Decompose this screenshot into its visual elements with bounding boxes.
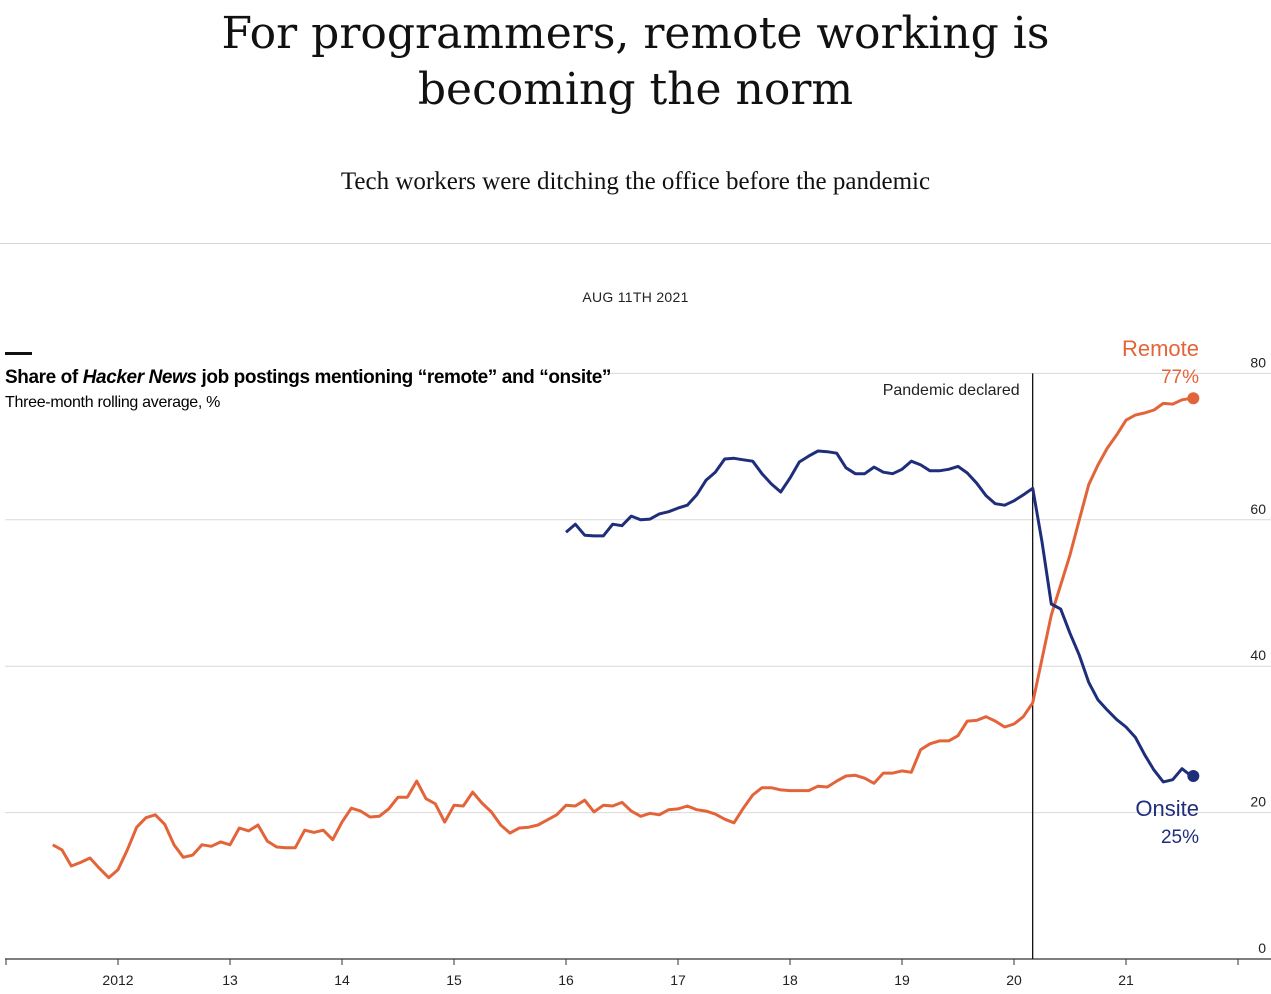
series-label-remote: Remote: [1122, 336, 1199, 361]
x-tick-label: 14: [334, 972, 350, 988]
pandemic-label: Pandemic declared: [883, 382, 1020, 399]
series-line-onsite: [565, 449, 1193, 784]
headline-line-1: For programmers, remote working is: [221, 8, 1050, 59]
chart-title: Share of Hacker News job postings mentio…: [5, 367, 611, 388]
chart-subtitle: Three-month rolling average, %: [5, 394, 220, 411]
x-tick-label: 17: [670, 972, 686, 988]
series-line-remote: [51, 396, 1192, 880]
x-tick-label: 21: [1118, 972, 1134, 988]
series-value-remote: 77%: [1161, 367, 1199, 388]
series-label-onsite: Onsite: [1135, 796, 1199, 821]
chart-title-part: job postings mentioning “remote” and “on…: [197, 367, 611, 388]
chart-title-part: Share of: [5, 367, 83, 388]
y-tick-label: 60: [1250, 501, 1266, 517]
y-tick-label: 40: [1250, 647, 1266, 663]
headline: For programmers, remote working is becom…: [0, 6, 1271, 118]
x-tick-label: 2012: [102, 972, 133, 988]
standfirst: Tech workers were ditching the office be…: [340, 168, 931, 195]
divider: [0, 243, 1271, 244]
series-end-dot-onsite: [1187, 770, 1200, 782]
headline-line-2: becoming the norm: [417, 64, 854, 115]
x-tick-label: 18: [782, 972, 798, 988]
title-marker: [5, 352, 32, 355]
x-tick-label: 19: [894, 972, 910, 988]
y-tick-label: 20: [1250, 794, 1266, 810]
x-tick-label: 15: [446, 972, 462, 988]
x-tick-label: 13: [222, 972, 238, 988]
x-tick-label: 16: [558, 972, 574, 988]
chart-title-italic: Hacker News: [83, 367, 197, 388]
x-tick-label: 20: [1006, 972, 1022, 988]
y-tick-label: 0: [1258, 940, 1266, 956]
series-value-onsite: 25%: [1161, 827, 1199, 848]
series-end-dot-remote: [1187, 392, 1200, 405]
publish-date: AUG 11TH 2021: [582, 289, 689, 305]
y-tick-label: 80: [1250, 354, 1266, 370]
